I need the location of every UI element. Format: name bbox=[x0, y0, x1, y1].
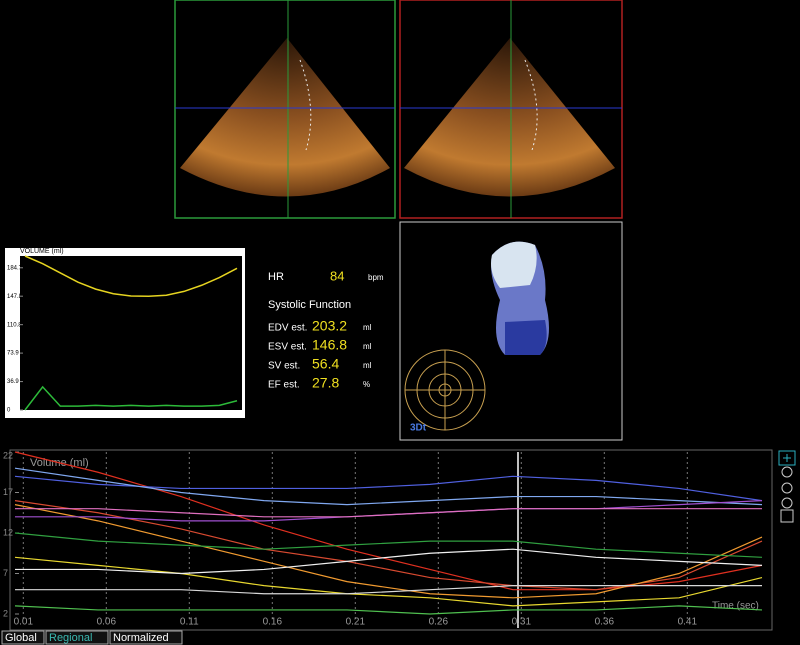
x-tick-label: 0.36 bbox=[595, 617, 615, 628]
regional-curve bbox=[15, 548, 763, 575]
label: ESV est. bbox=[268, 342, 307, 353]
unit: ml bbox=[363, 361, 372, 370]
x-tick-label: 0.06 bbox=[97, 617, 117, 628]
label: HR bbox=[268, 271, 284, 283]
volume-curve bbox=[24, 255, 238, 297]
x-tick-label: 0.01 bbox=[14, 617, 34, 628]
regional-curve bbox=[14, 532, 763, 558]
regional-curve bbox=[14, 605, 763, 615]
regional-curve bbox=[14, 504, 763, 599]
unit: % bbox=[363, 380, 370, 389]
value: 203.2 bbox=[312, 318, 347, 334]
unit: bpm bbox=[368, 273, 384, 282]
volume-curve bbox=[24, 385, 238, 411]
toolbar[interactable] bbox=[778, 450, 796, 523]
regional-curve bbox=[15, 508, 762, 518]
ultrasound-view bbox=[399, 0, 623, 219]
value: 84 bbox=[330, 268, 344, 283]
tab-label[interactable]: Regional bbox=[49, 632, 92, 644]
unit: ml bbox=[363, 323, 372, 332]
x-tick-label: 0.21 bbox=[346, 617, 366, 628]
x-tick-label: 0.11 bbox=[180, 617, 199, 628]
y-tick-label: 0 bbox=[7, 408, 11, 414]
x-tick-label: 0.26 bbox=[429, 617, 449, 628]
measurements: HR 84 bpm Systolic Function EDV est. 203.2 ml E… bbox=[268, 268, 384, 390]
x-tick-label: 0.31 bbox=[512, 617, 532, 628]
y-tick-label: 22 bbox=[3, 450, 13, 460]
tab[interactable] bbox=[109, 630, 183, 645]
regional-panel bbox=[9, 449, 773, 631]
regional-curve bbox=[15, 585, 762, 595]
y-tick-label: 17 bbox=[3, 487, 13, 497]
tabs: Global Regional Normalized bbox=[1, 630, 183, 645]
tab[interactable] bbox=[1, 630, 45, 645]
unit: ml bbox=[363, 342, 372, 351]
value: 27.8 bbox=[312, 375, 339, 391]
value: 146.8 bbox=[312, 337, 347, 353]
tab[interactable] bbox=[45, 630, 109, 645]
label: EF est. bbox=[268, 380, 300, 391]
label: SV est. bbox=[268, 361, 300, 372]
x-tick-label: 0.16 bbox=[263, 617, 283, 628]
y-tick-label: 2 bbox=[3, 608, 8, 618]
volume-plot bbox=[20, 256, 242, 410]
view-label: 3Dt bbox=[410, 423, 427, 434]
tab-label[interactable]: Global bbox=[5, 632, 37, 644]
y-tick-label: 110.8 bbox=[7, 322, 22, 328]
x-tick-label: 0.41 bbox=[678, 617, 698, 628]
y-tick-label: 12 bbox=[3, 527, 13, 537]
tab-label[interactable]: Normalized bbox=[113, 632, 169, 644]
volume-title: VOLUME (ml) bbox=[20, 248, 64, 255]
label: EDV est. bbox=[268, 323, 307, 334]
x-axis-label: Time (sec) bbox=[712, 601, 759, 612]
y-tick-label: 147.8 bbox=[7, 294, 23, 300]
ultrasound-view bbox=[174, 0, 396, 219]
y-tick-label: 184.7 bbox=[7, 265, 23, 271]
regional-curve bbox=[14, 467, 763, 506]
regional-curve bbox=[14, 556, 763, 607]
y-tick-label: 73.9 bbox=[7, 351, 19, 357]
section: Systolic Function bbox=[268, 299, 351, 311]
bullseye bbox=[404, 349, 486, 431]
value: 56.4 bbox=[312, 356, 339, 372]
y-tick-label: 7 bbox=[3, 568, 8, 578]
ventricle-model bbox=[491, 241, 549, 355]
y-tick-label: 36.9 bbox=[7, 379, 19, 385]
